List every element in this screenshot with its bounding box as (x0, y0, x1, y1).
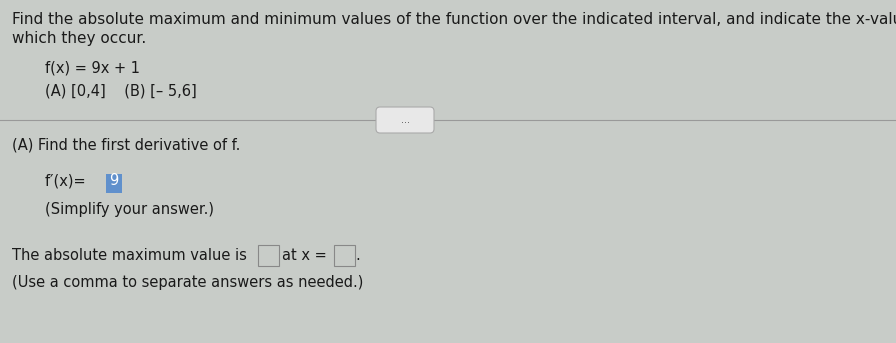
Text: 9: 9 (109, 173, 118, 188)
FancyBboxPatch shape (376, 107, 434, 133)
Text: ...: ... (401, 115, 409, 125)
Text: (Simplify your answer.): (Simplify your answer.) (45, 202, 214, 217)
Text: at x =: at x = (282, 248, 327, 263)
Text: The absolute maximum value is: The absolute maximum value is (12, 248, 247, 263)
Text: f(x) = 9x + 1: f(x) = 9x + 1 (45, 60, 140, 75)
FancyBboxPatch shape (258, 245, 279, 266)
Text: (A) Find the first derivative of f.: (A) Find the first derivative of f. (12, 137, 240, 152)
Text: Find the absolute maximum and minimum values of the function over the indicated : Find the absolute maximum and minimum va… (12, 12, 896, 27)
Text: .: . (355, 248, 360, 263)
Text: (A) [0,4]    (B) [– 5,6]: (A) [0,4] (B) [– 5,6] (45, 84, 197, 99)
FancyBboxPatch shape (334, 245, 355, 266)
Text: f′(x)=: f′(x)= (45, 173, 90, 188)
FancyBboxPatch shape (106, 174, 122, 193)
Text: (Use a comma to separate answers as needed.): (Use a comma to separate answers as need… (12, 275, 364, 290)
Text: which they occur.: which they occur. (12, 31, 146, 46)
